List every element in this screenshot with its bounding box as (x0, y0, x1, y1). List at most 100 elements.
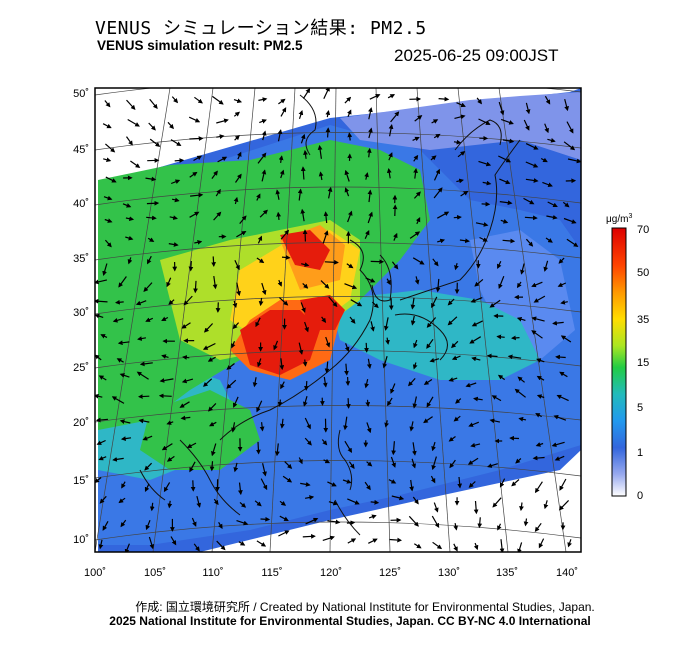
wind-arrow (104, 218, 113, 223)
wind-arrow (473, 500, 479, 515)
wind-arrow (302, 88, 311, 99)
wind-arrow (386, 168, 392, 179)
wind-arrow (280, 107, 287, 117)
wind-arrow (496, 334, 505, 340)
wind-arrow (556, 394, 569, 402)
wind-arrow (558, 257, 565, 264)
wind-arrow (166, 277, 172, 288)
wind-arrow (489, 299, 501, 308)
wind-arrow (544, 123, 549, 134)
lon-label: 115˚ (261, 567, 282, 579)
wind-arrow (139, 361, 153, 367)
wind-arrow (432, 258, 439, 267)
wind-arrow (348, 461, 355, 469)
wind-arrow (119, 373, 130, 378)
wind-arrow (233, 196, 239, 205)
wind-arrow (411, 458, 417, 469)
wind-arrow (473, 542, 479, 551)
wind-arrow (279, 515, 289, 521)
wind-arrow (304, 321, 309, 333)
wind-arrow (465, 382, 477, 388)
wind-arrow (511, 479, 520, 487)
wind-arrow (324, 259, 339, 265)
wind-arrow (148, 122, 156, 131)
wind-arrow (478, 160, 492, 167)
wind-arrow (145, 317, 154, 322)
wind-arrow (121, 481, 126, 489)
wind-arrow (344, 187, 350, 197)
wind-arrow (317, 144, 323, 159)
wind-arrow (171, 197, 180, 203)
wind-arrow (477, 517, 483, 529)
wind-arrow (104, 100, 111, 108)
wind-arrow (301, 262, 310, 267)
wind-arrow (431, 296, 438, 309)
wind-arrow (456, 178, 464, 184)
wind-arrow (104, 239, 112, 248)
wind-arrow (455, 398, 462, 404)
wind-arrow (304, 437, 312, 446)
wind-arrow (226, 363, 235, 370)
wind-arrow (136, 371, 149, 380)
wind-arrow (257, 152, 267, 164)
wind-arrow (209, 461, 215, 472)
wind-arrow (454, 263, 459, 271)
wind-arrow (196, 495, 202, 508)
wind-arrow (238, 541, 246, 546)
wind-arrow (413, 191, 421, 199)
wind-arrow (500, 219, 509, 224)
wind-arrow (232, 396, 239, 408)
wind-arrow (115, 299, 124, 305)
wind-arrow (233, 98, 243, 104)
wind-arrow (409, 479, 414, 492)
wind-arrow (555, 354, 566, 360)
wind-arrow (276, 211, 281, 220)
wind-arrow (325, 336, 331, 348)
wind-arrow (102, 521, 109, 531)
wind-arrow (216, 134, 225, 139)
wind-arrow (207, 402, 217, 412)
wind-arrow (328, 500, 339, 506)
wind-arrow (479, 236, 488, 242)
wind-arrow (260, 516, 271, 522)
wind-arrow (476, 97, 483, 105)
wind-arrow (236, 520, 249, 526)
wind-arrow (544, 95, 551, 105)
wind-arrow (502, 238, 516, 244)
wind-arrow (259, 209, 268, 218)
wind-arrow (536, 358, 545, 363)
wind-arrow (122, 203, 132, 208)
wind-arrow (281, 255, 291, 260)
wind-arrow (366, 461, 373, 467)
lon-label: 110˚ (202, 567, 223, 579)
wind-arrow (346, 520, 356, 526)
wind-arrow (275, 189, 281, 200)
wind-arrow (547, 138, 556, 143)
wind-arrow (489, 418, 501, 424)
wind-arrow (447, 316, 458, 326)
wind-arrow (533, 295, 546, 303)
wind-arrow (213, 211, 222, 221)
wind-arrow (364, 230, 370, 240)
wind-arrow (369, 94, 381, 100)
wind-arrow (322, 535, 335, 541)
wind-arrow (282, 475, 293, 483)
wind-arrow (126, 136, 133, 146)
wind-arrow (525, 238, 534, 247)
wind-arrow (560, 299, 568, 305)
wind-arrow (347, 109, 352, 117)
wind-arrow (367, 189, 373, 203)
wind-arrow (415, 217, 421, 225)
wind-arrow (254, 500, 262, 507)
wind-arrow (280, 229, 290, 240)
wind-arrow (300, 302, 306, 313)
wind-arrow (433, 187, 443, 199)
wind-arrow (302, 282, 309, 289)
wind-arrow (211, 256, 216, 267)
wind-arrow (112, 318, 124, 323)
wind-arrow (182, 355, 190, 360)
wind-arrow (170, 139, 182, 147)
wind-arrow (237, 151, 242, 160)
wind-arrow (347, 538, 357, 544)
wind-arrow (256, 193, 261, 201)
